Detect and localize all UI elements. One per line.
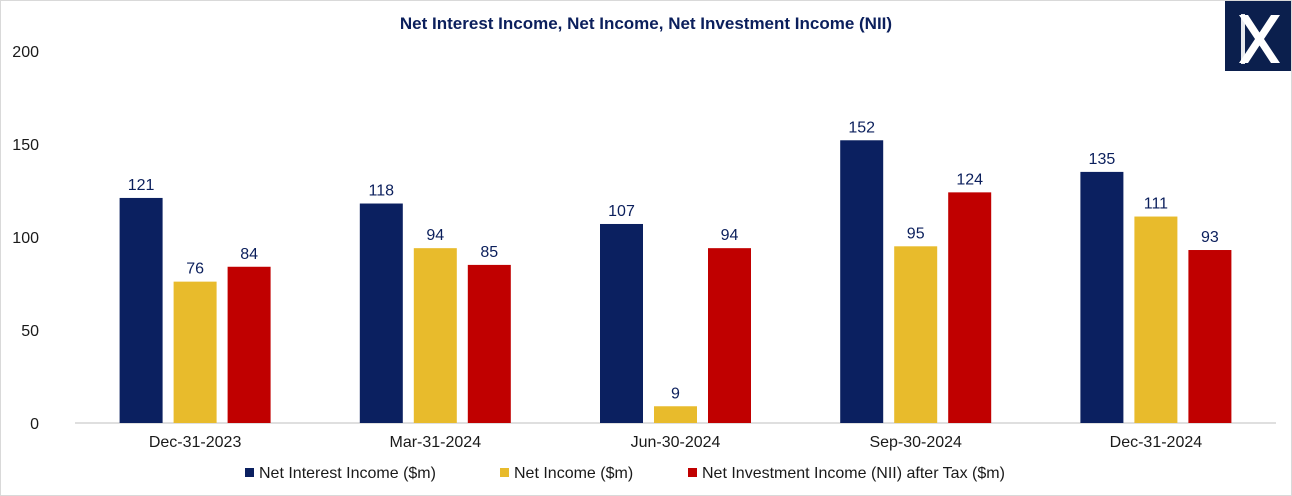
data-label: 121 [128, 177, 155, 194]
x-tick-label: Mar-31-2024 [389, 434, 481, 451]
x-axis: Dec-31-2023 Mar-31-2024 Jun-30-2024 Sep-30-… [75, 422, 1276, 451]
data-label: 94 [721, 227, 739, 244]
legend-label: Net Investment Income (NII) after Tax ($… [702, 465, 1005, 482]
bars [119, 140, 1232, 423]
data-label: 84 [240, 246, 258, 263]
x-tick-label: Dec-31-2024 [1110, 434, 1203, 451]
legend: Net Interest Income ($m) Net Income ($m) N… [245, 465, 1005, 482]
bar-1 [1080, 171, 1124, 423]
x-logo-icon [1225, 1, 1291, 71]
bar-3 [708, 248, 751, 423]
legend-swatch [688, 468, 697, 477]
y-tick-label: 150 [12, 137, 39, 154]
x-tick-label: Sep-30-2024 [869, 434, 962, 451]
data-label: 95 [907, 225, 925, 242]
data-label: 152 [848, 119, 875, 136]
bar-1 [600, 223, 643, 423]
data-label: 124 [956, 171, 983, 188]
y-tick-label: 200 [12, 44, 39, 61]
data-label: 135 [1089, 151, 1116, 168]
bar-3 [1188, 250, 1232, 423]
bar-3 [227, 266, 271, 423]
bar-2 [1134, 216, 1178, 423]
y-tick-label: 100 [12, 230, 39, 247]
data-label: 94 [426, 227, 444, 244]
bar-3 [948, 192, 992, 423]
data-label: 9 [671, 385, 680, 402]
legend-swatch [245, 468, 254, 477]
bar-1 [359, 203, 403, 423]
data-label: 111 [1144, 196, 1168, 213]
chart-title: Net Interest Income, Net Income, Net Inv… [400, 14, 892, 33]
data-label: 118 [369, 183, 395, 200]
legend-swatch [500, 468, 509, 477]
y-axis: 0 50 100 150 200 [12, 44, 39, 433]
data-label: 93 [1201, 229, 1219, 246]
data-label: 76 [186, 261, 204, 278]
data-label: 107 [608, 203, 635, 220]
bar-2 [654, 406, 697, 423]
bar-1 [119, 197, 163, 423]
bar-2 [413, 248, 457, 423]
legend-label: Net Interest Income ($m) [259, 465, 436, 482]
legend-label: Net Income ($m) [514, 465, 633, 482]
y-tick-label: 50 [21, 323, 39, 340]
bar-2 [173, 281, 217, 423]
data-labels: 121 76 84 118 94 85 107 9 94 152 95 124 135 111 93 [128, 119, 1219, 402]
y-tick-label: 0 [30, 416, 39, 433]
data-label: 85 [480, 244, 498, 261]
bar-1 [840, 140, 884, 423]
bar-2 [894, 246, 938, 423]
bar-3 [467, 264, 511, 423]
x-tick-label: Jun-30-2024 [631, 434, 721, 451]
x-tick-label: Dec-31-2023 [149, 434, 242, 451]
